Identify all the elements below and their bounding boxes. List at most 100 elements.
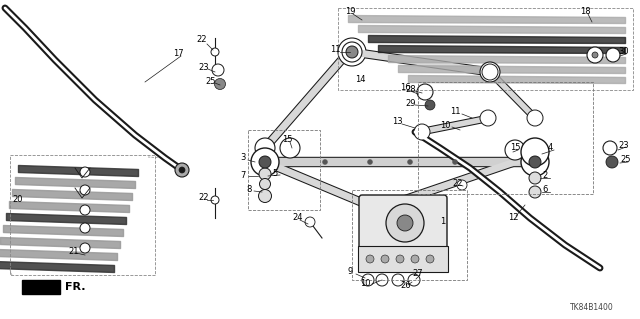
Text: 20: 20 xyxy=(12,196,22,204)
Circle shape xyxy=(342,42,362,62)
Text: 17: 17 xyxy=(173,49,184,58)
Bar xyxy=(10,155,155,275)
Circle shape xyxy=(376,274,388,286)
Text: 10: 10 xyxy=(440,121,451,130)
Text: 23: 23 xyxy=(198,63,209,71)
Bar xyxy=(418,82,593,194)
Text: 7: 7 xyxy=(240,170,245,180)
Circle shape xyxy=(425,100,435,110)
Circle shape xyxy=(527,110,543,126)
Text: 12: 12 xyxy=(508,213,518,222)
Text: 16: 16 xyxy=(400,84,411,93)
Text: 22: 22 xyxy=(198,194,209,203)
Circle shape xyxy=(397,215,413,231)
Circle shape xyxy=(408,274,420,286)
Text: 8: 8 xyxy=(246,186,252,195)
Circle shape xyxy=(592,52,598,58)
Circle shape xyxy=(457,180,467,190)
Text: 18: 18 xyxy=(580,8,591,17)
Bar xyxy=(352,190,467,280)
Text: 6: 6 xyxy=(542,186,547,195)
Text: FR.: FR. xyxy=(65,282,86,292)
Text: 29: 29 xyxy=(405,100,415,108)
Circle shape xyxy=(175,163,189,177)
Circle shape xyxy=(411,255,419,263)
Text: 2: 2 xyxy=(542,172,547,181)
Circle shape xyxy=(259,168,271,180)
Circle shape xyxy=(80,223,90,233)
Text: 26: 26 xyxy=(400,280,411,290)
Circle shape xyxy=(408,160,413,165)
Circle shape xyxy=(80,243,90,253)
Text: 19: 19 xyxy=(345,8,355,17)
Text: 11: 11 xyxy=(450,108,461,116)
Circle shape xyxy=(381,255,389,263)
Text: 9: 9 xyxy=(348,268,353,277)
Circle shape xyxy=(505,140,525,160)
Text: 25: 25 xyxy=(620,155,630,165)
Circle shape xyxy=(452,160,458,165)
Circle shape xyxy=(346,46,358,58)
Circle shape xyxy=(280,138,300,158)
Bar xyxy=(338,8,633,90)
Text: 15: 15 xyxy=(282,136,292,145)
Polygon shape xyxy=(22,280,60,294)
Circle shape xyxy=(259,189,271,203)
Circle shape xyxy=(212,64,224,76)
Circle shape xyxy=(305,217,315,227)
Circle shape xyxy=(529,186,541,198)
Circle shape xyxy=(521,148,549,176)
Circle shape xyxy=(80,185,90,195)
Circle shape xyxy=(214,78,225,90)
Circle shape xyxy=(386,204,424,242)
Circle shape xyxy=(521,138,549,166)
Text: 15: 15 xyxy=(510,144,520,152)
Bar xyxy=(358,246,448,272)
Text: 1: 1 xyxy=(440,218,445,226)
Circle shape xyxy=(211,48,219,56)
Text: 27: 27 xyxy=(412,270,422,278)
Circle shape xyxy=(529,172,541,184)
Circle shape xyxy=(414,124,430,140)
Text: 10: 10 xyxy=(360,279,371,288)
Circle shape xyxy=(426,255,434,263)
Circle shape xyxy=(587,47,603,63)
Circle shape xyxy=(370,200,390,220)
Circle shape xyxy=(606,156,618,168)
Text: 25: 25 xyxy=(205,78,216,86)
Text: 28: 28 xyxy=(405,85,415,94)
Text: 22: 22 xyxy=(452,179,463,188)
Circle shape xyxy=(367,160,372,165)
Circle shape xyxy=(529,156,541,168)
Circle shape xyxy=(259,179,271,189)
Circle shape xyxy=(480,110,496,126)
Circle shape xyxy=(396,255,404,263)
Circle shape xyxy=(480,62,500,82)
Text: 21: 21 xyxy=(68,248,79,256)
Circle shape xyxy=(80,167,90,177)
Text: 30: 30 xyxy=(618,48,628,56)
Circle shape xyxy=(603,141,617,155)
FancyBboxPatch shape xyxy=(359,195,447,251)
Bar xyxy=(248,130,320,210)
Text: 3: 3 xyxy=(240,153,245,162)
Text: 11: 11 xyxy=(330,46,340,55)
Circle shape xyxy=(606,48,620,62)
Text: 14: 14 xyxy=(355,76,365,85)
Circle shape xyxy=(338,38,366,66)
Circle shape xyxy=(362,274,374,286)
Circle shape xyxy=(417,84,433,100)
Text: 4: 4 xyxy=(548,144,553,152)
Text: TK84B1400: TK84B1400 xyxy=(570,303,614,312)
Circle shape xyxy=(251,148,279,176)
Text: 13: 13 xyxy=(392,117,403,127)
Circle shape xyxy=(482,64,498,80)
Circle shape xyxy=(179,167,185,173)
Text: 5: 5 xyxy=(272,169,277,179)
Text: 23: 23 xyxy=(618,140,628,150)
Text: 22: 22 xyxy=(196,35,207,44)
Circle shape xyxy=(211,196,219,204)
Circle shape xyxy=(323,160,328,165)
Circle shape xyxy=(366,255,374,263)
Text: 24: 24 xyxy=(292,213,303,222)
